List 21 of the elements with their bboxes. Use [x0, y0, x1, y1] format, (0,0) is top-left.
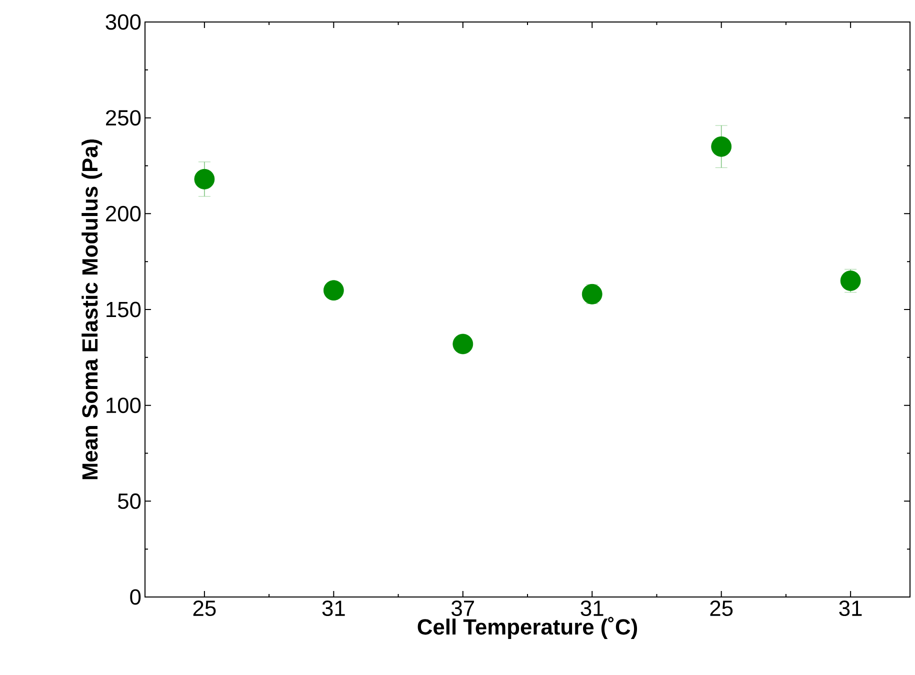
x-tick-label: 31 — [580, 600, 604, 616]
y-tick-label: 300 — [106, 14, 141, 30]
y-tick-label: 100 — [106, 398, 141, 414]
point — [711, 136, 732, 157]
y-tick-label: 0 — [130, 589, 141, 605]
x-tick-label: 25 — [710, 600, 733, 616]
y-tick-label: 150 — [106, 302, 141, 318]
y-tick-label: 50 — [118, 493, 141, 509]
x-axis-title: Cell Temperature (˚C) — [418, 616, 638, 640]
y-tick-label: 250 — [106, 110, 141, 126]
y-tick-label: 200 — [106, 206, 141, 222]
point — [194, 168, 215, 190]
x-tick-label: 37 — [452, 600, 474, 616]
point — [582, 284, 602, 304]
x-tick-label: 31 — [322, 600, 345, 616]
x-tick-label: 25 — [193, 600, 216, 616]
x-tick-label: 31 — [839, 600, 862, 616]
point — [840, 270, 861, 291]
point — [323, 280, 344, 301]
y-axis-title: Mean Soma Elastic Modulus (Pa) — [82, 139, 102, 480]
point — [452, 334, 474, 354]
